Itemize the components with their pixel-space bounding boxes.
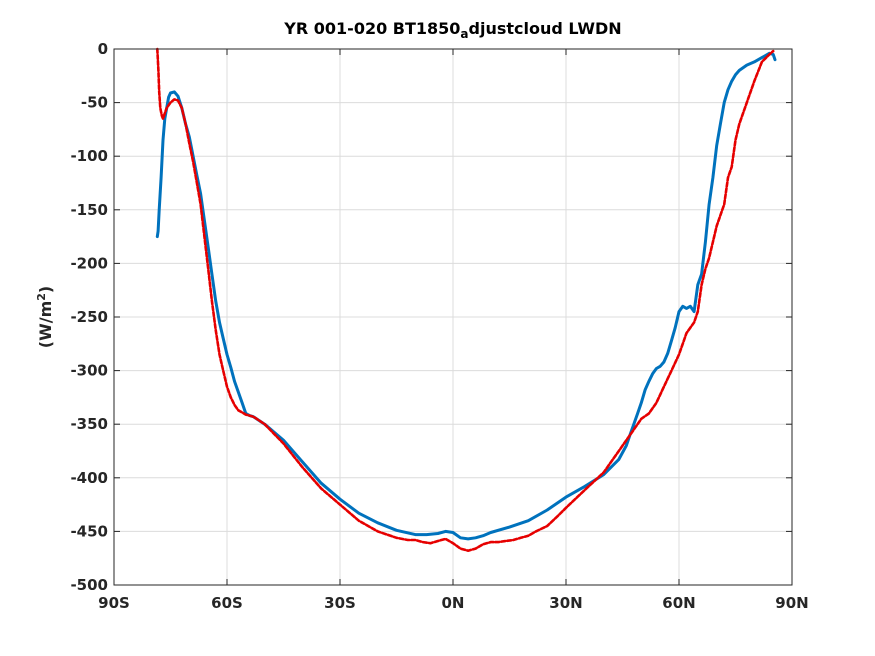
y-tick-label: -250 [70,308,108,326]
x-tick-label: 60S [211,594,243,612]
y-tick-label: 0 [98,40,108,58]
series-line-2 [156,47,775,553]
chart-title-subscript: a [460,27,468,41]
grid [114,49,792,585]
y-axis-label: (W/m2) [35,286,56,348]
ticks: 90S 60S 30S 0N 30N 60N 90N 0 -50 -100 -150 -200 -250… [70,40,808,612]
x-tick-label: 30S [324,594,356,612]
x-tick-label: 90S [98,594,130,612]
y-tick-label: -200 [70,254,108,272]
x-tick-label: 90N [775,594,808,612]
y-axis-label-close: ) [36,286,55,293]
y-tick-label: -50 [81,94,108,112]
y-axis-label-superscript: 2 [35,293,48,301]
y-tick-label: -450 [70,522,108,540]
y-tick-label: -400 [70,469,108,487]
y-tick-label: -350 [70,415,108,433]
series-line-1 [155,51,777,541]
y-tick-label: -300 [70,362,108,380]
chart-title-main: YR 001-020 BT1850 [283,19,460,38]
series-layer [155,47,777,553]
y-tick-label: -150 [70,201,108,219]
y-axis-label-main: (W/m [36,301,55,348]
y-tick-label: -500 [70,576,108,594]
chart-title: YR 001-020 BT1850adjustcloud LWDN [283,19,621,41]
x-tick-label: 0N [442,594,465,612]
x-tick-label: 60N [662,594,695,612]
x-tick-label: 30N [549,594,582,612]
y-tick-label: -100 [70,147,108,165]
chart-title-rest: djustcloud LWDN [469,19,622,38]
